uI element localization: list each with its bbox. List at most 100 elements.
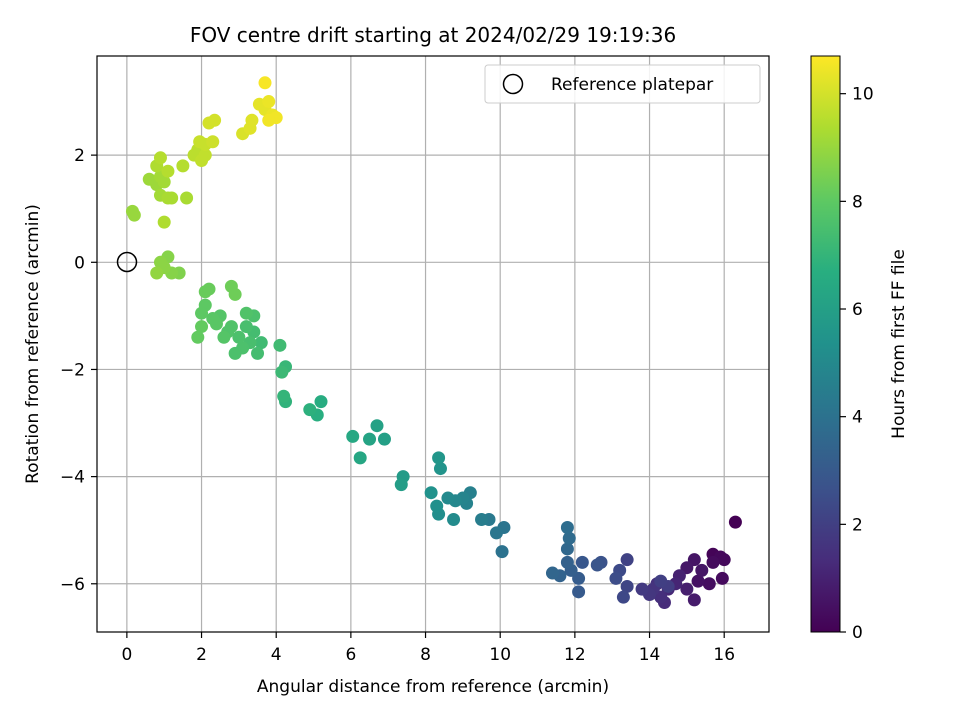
scatter-point (303, 403, 317, 417)
chart-title: FOV centre drift starting at 2024/02/29 … (190, 23, 676, 47)
y-tick-label: 2 (74, 146, 85, 166)
scatter-point (575, 555, 589, 569)
scatter-point (165, 191, 179, 205)
scatter-point (346, 429, 360, 443)
scatter-point (620, 579, 634, 593)
x-tick-label: 2 (196, 645, 207, 665)
scatter-point (157, 175, 171, 189)
grid-lines (97, 56, 769, 632)
scatter-point (432, 451, 446, 465)
y-tick-label: 0 (74, 253, 85, 273)
y-tick-label: −2 (60, 360, 85, 380)
scatter-point (239, 320, 253, 334)
scatter-point (545, 566, 559, 580)
scatter-point (262, 113, 276, 127)
colorbar-tick-label: 10 (852, 85, 874, 105)
scatter-point (654, 574, 668, 588)
scatter-point (150, 266, 164, 280)
scatter-point (680, 582, 694, 596)
scatter-point (314, 395, 328, 409)
legend-box (484, 64, 761, 104)
x-tick-label: 12 (564, 645, 586, 665)
colorbar-gradient (810, 55, 841, 633)
scatter-point (562, 531, 576, 545)
x-tick-label: 10 (489, 645, 511, 665)
scatter-point (430, 499, 444, 513)
scatter-point (195, 320, 209, 334)
scatter-point (273, 338, 287, 352)
y-tick-label: −4 (60, 468, 85, 488)
y-axis-ticks: −6 −4 −2 0 2 (60, 146, 97, 595)
x-axis-label: Angular distance from reference (arcmin) (257, 677, 609, 697)
scatter-point (208, 113, 222, 127)
scatter-point (228, 346, 242, 360)
colorbar-tick-label: 8 (852, 192, 863, 212)
y-axis-label: Rotation from reference (arcmin) (23, 204, 43, 484)
scatter-point (176, 159, 190, 173)
scatter-point (447, 512, 461, 526)
scatter-point (717, 553, 731, 567)
scatter-point (275, 365, 289, 379)
scatter-point (560, 542, 574, 556)
x-tick-label: 0 (121, 645, 132, 665)
colorbar-tick-label: 6 (852, 300, 863, 320)
scatter-point (153, 255, 167, 269)
scatter-point (695, 563, 709, 577)
scatter-point (206, 312, 220, 326)
scatter-point (370, 419, 384, 433)
scatter-point (195, 306, 209, 320)
colorbar-tick-label: 2 (852, 515, 863, 535)
scatter-point (198, 148, 212, 162)
scatter-point (616, 590, 630, 604)
x-tick-label: 14 (639, 645, 661, 665)
scatter-point (489, 526, 503, 540)
scatter-point (180, 191, 194, 205)
scatter-point (217, 330, 231, 344)
colorbar-label: Hours from first FF file (889, 249, 909, 439)
scatter-point (728, 515, 742, 529)
scatter-point (251, 346, 265, 360)
scatter-point (258, 76, 272, 90)
scatter-point (441, 491, 455, 505)
x-tick-label: 4 (271, 645, 282, 665)
y-tick-label: −6 (60, 575, 85, 595)
x-tick-label: 8 (420, 645, 431, 665)
scatter-points (125, 76, 742, 610)
scatter-point (262, 95, 276, 109)
legend: Reference platepar (484, 64, 761, 104)
scatter-point (590, 558, 604, 572)
scatter-point (706, 555, 720, 569)
scatter-point (254, 336, 268, 350)
scatter-point (153, 151, 167, 165)
scatter-point (191, 330, 205, 344)
x-axis-ticks: 0 2 4 6 8 10 12 14 16 (121, 632, 735, 665)
scatter-point (277, 389, 291, 403)
scatter-point (702, 577, 716, 591)
scatter-point (687, 593, 701, 607)
scatter-point (635, 582, 649, 596)
scatter-point (572, 585, 586, 599)
scatter-point (715, 571, 729, 585)
scatter-point (245, 113, 259, 127)
scatter-point (433, 462, 447, 476)
legend-marker-icon (502, 73, 524, 95)
scatter-point (363, 432, 377, 446)
scatter-point (127, 208, 141, 222)
x-tick-label: 6 (345, 645, 356, 665)
scatter-point (609, 571, 623, 585)
scatter-point (239, 306, 253, 320)
reference-platepar-marker (116, 251, 138, 273)
scatter-point (620, 553, 634, 567)
scatter-point (377, 432, 391, 446)
scatter-point (560, 555, 574, 569)
scatter-point (228, 287, 242, 301)
scatter-point (495, 545, 509, 559)
scatter-point (353, 451, 367, 465)
scatter-point (424, 486, 438, 500)
colorbar-ticks: 0 2 4 6 8 10 (840, 85, 874, 643)
scatter-point (691, 574, 705, 588)
scatter-point (157, 215, 171, 229)
scatter-point (394, 478, 408, 492)
x-tick-label: 16 (713, 645, 735, 665)
